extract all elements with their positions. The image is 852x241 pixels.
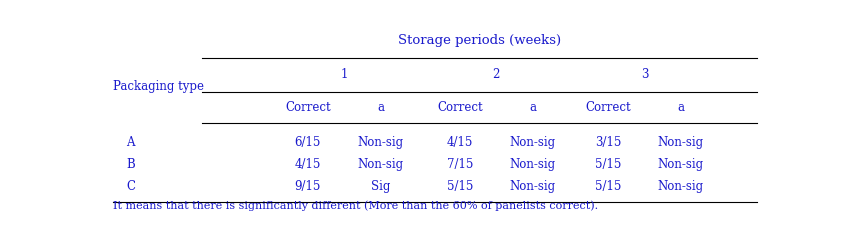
Text: a: a <box>677 101 684 114</box>
Text: a: a <box>377 101 384 114</box>
Text: 3: 3 <box>641 68 648 81</box>
Text: Correct: Correct <box>437 101 482 114</box>
Text: B: B <box>126 158 135 171</box>
Text: Storage periods (weeks): Storage periods (weeks) <box>398 34 561 47</box>
Text: Correct: Correct <box>585 101 631 114</box>
Text: a: a <box>529 101 536 114</box>
Text: 4/15: 4/15 <box>446 136 473 149</box>
Text: Non-sig: Non-sig <box>658 136 704 149</box>
Text: Packaging type: Packaging type <box>113 80 204 93</box>
Text: Non-sig: Non-sig <box>358 136 404 149</box>
Text: 2: 2 <box>492 68 500 81</box>
Text: 1: 1 <box>341 68 348 81</box>
Text: C: C <box>126 180 135 193</box>
Text: Correct: Correct <box>285 101 331 114</box>
Text: 5/15: 5/15 <box>446 180 473 193</box>
Text: Sig: Sig <box>371 180 390 193</box>
Text: Non-sig: Non-sig <box>509 180 556 193</box>
Text: Non-sig: Non-sig <box>509 136 556 149</box>
Text: Non-sig: Non-sig <box>658 180 704 193</box>
Text: It means that there is significantly different (More than the 60% of panelists c: It means that there is significantly dif… <box>113 200 598 211</box>
Text: 5/15: 5/15 <box>596 158 621 171</box>
Text: Non-sig: Non-sig <box>358 158 404 171</box>
Text: 6/15: 6/15 <box>295 136 321 149</box>
Text: 4/15: 4/15 <box>295 158 321 171</box>
Text: 5/15: 5/15 <box>596 180 621 193</box>
Text: 7/15: 7/15 <box>446 158 473 171</box>
Text: Non-sig: Non-sig <box>658 158 704 171</box>
Text: Non-sig: Non-sig <box>509 158 556 171</box>
Text: 3/15: 3/15 <box>596 136 621 149</box>
Text: A: A <box>126 136 135 149</box>
Text: 9/15: 9/15 <box>295 180 321 193</box>
